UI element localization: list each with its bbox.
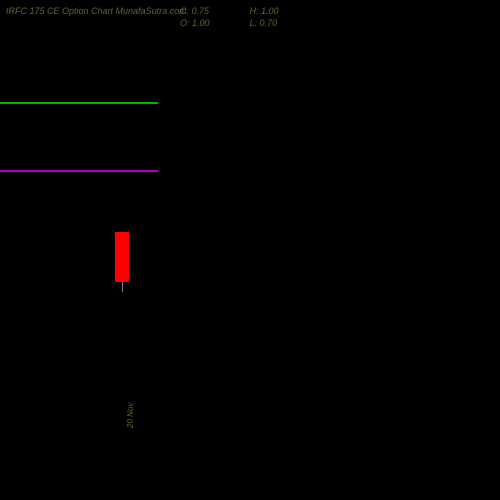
chart-container: IRFC 175 CE Option Chart MunafaSutra.com… <box>0 0 500 500</box>
ohlc-col-2: H: 1.00 L: 0.70 <box>250 6 279 28</box>
close-value: C: 0.75 <box>180 6 210 16</box>
resistance-line-1 <box>0 102 158 104</box>
chart-title: IRFC 175 CE Option Chart MunafaSutra.com <box>6 6 187 16</box>
x-axis-tick-label: 20 Nov <box>126 403 135 428</box>
candle-body <box>115 232 129 282</box>
ohlc-display: C: 0.75 O: 1.00 H: 1.00 L: 0.70 <box>180 6 279 28</box>
open-value: O: 1.00 <box>180 18 210 28</box>
high-value: H: 1.00 <box>250 6 279 16</box>
resistance-line-2 <box>0 170 158 172</box>
ohlc-col-1: C: 0.75 O: 1.00 <box>180 6 210 28</box>
low-value: L: 0.70 <box>250 18 279 28</box>
